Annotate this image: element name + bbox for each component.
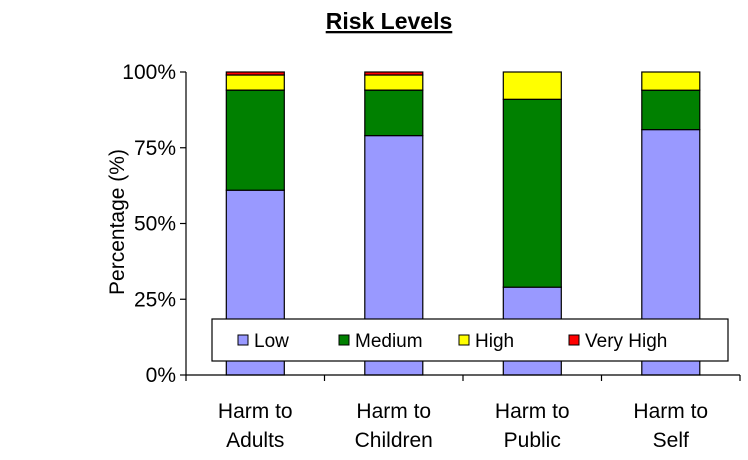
bar-high-1 [364, 74, 424, 91]
legend: Low Medium High Very High [211, 318, 729, 362]
legend-swatch-high [458, 334, 470, 346]
x-tick-label: Harm to Self [633, 400, 708, 452]
bar-medium-1 [364, 89, 424, 137]
bar-high-0 [225, 74, 285, 91]
legend-label-medium: Medium [355, 331, 423, 352]
y-tick-label: 25% [134, 288, 176, 311]
legend-swatch-low [237, 334, 249, 346]
bar-medium-2 [502, 98, 562, 288]
bars-layer [225, 71, 701, 376]
y-axis-label: Percentage (%) [106, 149, 129, 295]
legend-label-low: Low [254, 331, 289, 352]
y-tick-label: 0% [146, 364, 176, 387]
y-tick-label: 75% [134, 137, 176, 160]
legend-box [211, 318, 729, 362]
y-tick-labels: 0% 25% 50% 75% 100% [122, 61, 176, 387]
x-tick-labels: Harm to Adults Harm to Children Harm to Publi… [218, 400, 708, 452]
bar-high-3 [641, 71, 701, 91]
legend-swatch-medium [338, 334, 350, 346]
x-tick-label: Harm to Public [495, 400, 570, 452]
bar-very-high-0 [225, 71, 285, 76]
y-tick-label: 100% [122, 61, 176, 84]
bar-medium-3 [641, 89, 701, 131]
x-tick-label: Harm to Children [355, 400, 433, 452]
axes-layer [180, 71, 741, 381]
legend-swatch-very-high [568, 334, 580, 346]
bar-high-2 [502, 71, 562, 100]
legend-label-very-high: Very High [585, 331, 667, 352]
bar-medium-0 [225, 89, 285, 191]
bar-very-high-1 [364, 71, 424, 76]
chart-title: Risk Levels [326, 8, 453, 34]
legend-label-high: High [475, 331, 514, 352]
x-tick-label: Harm to Adults [218, 400, 293, 452]
y-tick-label: 50% [134, 213, 176, 236]
